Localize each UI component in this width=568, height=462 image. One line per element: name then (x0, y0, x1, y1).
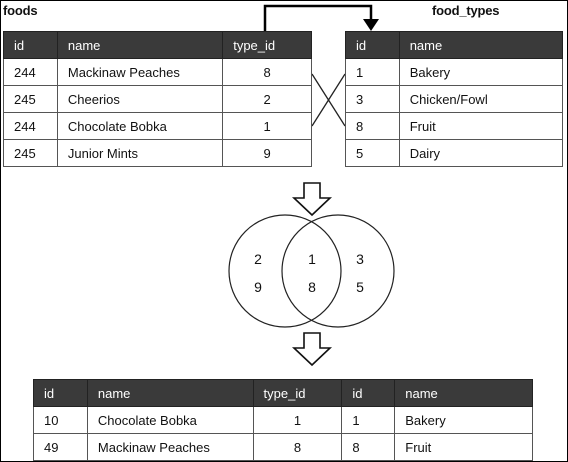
table-cell: 3 (345, 85, 400, 113)
column-header: name (86, 379, 254, 407)
table-cell: 245 (3, 85, 58, 113)
venn-intersection-value: 8 (308, 279, 316, 295)
column-header: name (398, 31, 564, 59)
table-row: 3 Chicken/Fowl (345, 85, 564, 113)
table-row: 8 Fruit (345, 112, 564, 140)
column-header: type_id (252, 379, 343, 407)
table-row: 244 Chocolate Bobka 1 (3, 112, 312, 140)
table-cell: 8 (252, 433, 343, 461)
table-header-row: id name type_id id name (33, 379, 533, 407)
column-header: id (33, 379, 88, 407)
table-cell: 8 (222, 58, 312, 86)
venn-right-value: 3 (356, 251, 364, 267)
table-cell: Chocolate Bobka (86, 406, 254, 434)
down-arrow-icon (291, 332, 333, 367)
table-cell: Bakery (394, 406, 533, 434)
table-cell: 244 (3, 58, 58, 86)
foods-table: id name type_id 244 Mackinaw Peaches 8 2… (3, 31, 312, 167)
table-cell: 2 (222, 85, 312, 113)
table-cell: Dairy (398, 139, 564, 167)
column-header: id (3, 31, 58, 59)
cross-line-2 (311, 73, 346, 127)
venn-intersection-value: 1 (308, 251, 316, 267)
table-cell: 245 (3, 139, 58, 167)
table-row: 5 Dairy (345, 139, 564, 167)
table-row: 49 Mackinaw Peaches 8 8 Fruit (33, 433, 533, 461)
join-connector-line (263, 4, 373, 31)
table-row: 245 Junior Mints 9 (3, 139, 312, 167)
foods-caption: foods (3, 3, 38, 18)
column-header: name (56, 31, 224, 59)
join-connector-arrowhead (363, 19, 379, 31)
table-cell: 1 (341, 406, 396, 434)
table-cell: Mackinaw Peaches (86, 433, 254, 461)
table-row: 244 Mackinaw Peaches 8 (3, 58, 312, 86)
table-cell: 1 (252, 406, 343, 434)
column-header: type_id (222, 31, 312, 59)
table-cell: 8 (341, 433, 396, 461)
result-table: id name type_id id name 10 Chocolate Bob… (33, 379, 533, 461)
table-cell: 10 (33, 406, 88, 434)
venn-left-value: 9 (254, 279, 262, 295)
table-cell: Fruit (398, 112, 564, 140)
table-cell: Chicken/Fowl (398, 85, 564, 113)
table-cell: 1 (345, 58, 400, 86)
column-header: name (394, 379, 533, 407)
column-header: id (341, 379, 396, 407)
table-cell: 8 (345, 112, 400, 140)
column-header: id (345, 31, 400, 59)
table-cell: 244 (3, 112, 58, 140)
venn-left-value: 2 (254, 251, 262, 267)
down-arrow-icon (291, 182, 333, 217)
food-types-table: id name 1 Bakery 3 Chicken/Fowl 8 Fruit … (345, 31, 564, 167)
table-row: 1 Bakery (345, 58, 564, 86)
table-cell: Bakery (398, 58, 564, 86)
table-cell: 5 (345, 139, 400, 167)
table-cell: 1 (222, 112, 312, 140)
table-row: 245 Cheerios 2 (3, 85, 312, 113)
table-cell: Cheerios (56, 85, 224, 113)
table-cell: Junior Mints (56, 139, 224, 167)
food-types-caption: food_types (432, 3, 500, 18)
table-cell: 49 (33, 433, 88, 461)
table-cell: Mackinaw Peaches (56, 58, 224, 86)
venn-left-circle (228, 214, 342, 328)
venn-right-value: 5 (356, 279, 364, 295)
table-header-row: id name type_id (3, 31, 312, 59)
table-row: 10 Chocolate Bobka 1 1 Bakery (33, 406, 533, 434)
table-cell: Chocolate Bobka (56, 112, 224, 140)
table-cell: 9 (222, 139, 312, 167)
table-cell: Fruit (394, 433, 533, 461)
venn-right-circle (281, 214, 395, 328)
table-header-row: id name (345, 31, 564, 59)
